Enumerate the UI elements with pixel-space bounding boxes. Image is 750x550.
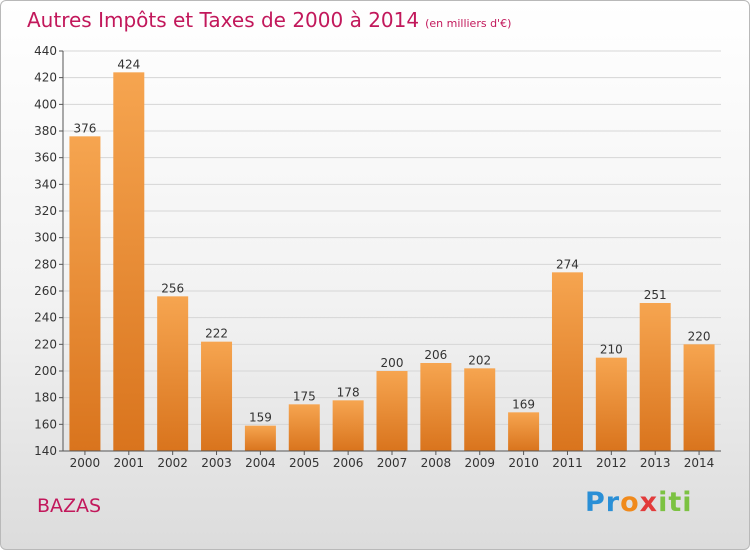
bar-2014 [683, 344, 715, 451]
data-label-2002: 256 [161, 281, 184, 295]
x-tick-label: 2014 [684, 456, 715, 470]
bar-2010 [508, 412, 540, 451]
bar-2004 [244, 425, 276, 451]
x-tick-label: 2004 [245, 456, 276, 470]
y-tick-label: 420 [34, 71, 57, 85]
y-tick-label: 440 [34, 44, 57, 58]
bar-2001 [113, 72, 145, 451]
x-tick-label: 2006 [333, 456, 364, 470]
bars-layer [69, 72, 715, 452]
data-label-2011: 274 [556, 257, 579, 271]
logo-part-2: o [620, 487, 640, 518]
data-label-2001: 424 [117, 57, 140, 71]
logo-part-4: iti [658, 487, 693, 518]
bar-2011 [551, 272, 583, 451]
labels-layer: 376 424 256 222 159 175 178 200 206 202 169 274 210 2… [73, 57, 710, 424]
x-tick-label: 2012 [596, 456, 627, 470]
bar-2012 [595, 357, 627, 451]
x-tick-label: 2011 [552, 456, 583, 470]
bar-2009 [464, 368, 496, 451]
y-tick-label: 140 [34, 444, 57, 458]
x-tick-label: 2000 [70, 456, 101, 470]
axis-layer: 140 160 180 200 220 240 260 280 300 320 340 360 380 4… [34, 44, 721, 470]
y-tick-label: 320 [34, 204, 57, 218]
x-tick-label: 2001 [114, 456, 145, 470]
data-label-2007: 200 [381, 356, 404, 370]
y-tick-label: 300 [34, 231, 57, 245]
y-tick-label: 360 [34, 151, 57, 165]
data-label-2004: 159 [249, 411, 272, 425]
proxiti-logo[interactable]: Proxiti [585, 487, 693, 518]
y-tick-label: 280 [34, 257, 57, 271]
data-label-2014: 220 [688, 329, 711, 343]
chart-subtitle: (en milliers d'€) [425, 17, 512, 30]
logo-part-3: x [639, 487, 659, 518]
x-tick-label: 2007 [377, 456, 408, 470]
y-tick-label: 260 [34, 284, 57, 298]
y-tick-label: 160 [34, 417, 57, 431]
y-tick-label: 200 [34, 364, 57, 378]
data-label-2005: 175 [293, 389, 316, 403]
data-label-2000: 376 [73, 121, 96, 135]
x-tick-label: 2002 [157, 456, 188, 470]
bar-2002 [157, 296, 189, 451]
bar-2007 [376, 371, 408, 451]
y-tick-label: 380 [34, 124, 57, 138]
y-tick-label: 340 [34, 177, 57, 191]
x-tick-label: 2013 [640, 456, 671, 470]
data-label-2008: 206 [424, 348, 447, 362]
y-tick-label: 240 [34, 311, 57, 325]
chart-title-text: Autres Impôts et Taxes de 2000 à 2014 [27, 8, 420, 32]
data-label-2003: 222 [205, 327, 228, 341]
x-tick-label: 2010 [508, 456, 539, 470]
data-label-2006: 178 [337, 385, 360, 399]
bar-2008 [420, 363, 452, 451]
bar-2006 [332, 400, 364, 451]
x-tick-label: 2008 [421, 456, 452, 470]
data-label-2010: 169 [512, 397, 535, 411]
city-name: BAZAS [37, 495, 102, 517]
x-tick-label: 2009 [464, 456, 495, 470]
bar-2000 [69, 136, 101, 452]
data-label-2012: 210 [600, 343, 623, 357]
bar-2005 [288, 404, 320, 451]
data-label-2009: 202 [468, 353, 491, 367]
bar-2003 [201, 341, 233, 451]
y-tick-label: 400 [34, 97, 57, 111]
logo-part-1: Pr [585, 487, 621, 518]
bar-2013 [639, 303, 671, 451]
chart-title: Autres Impôts et Taxes de 2000 à 2014 (en… [27, 8, 511, 32]
y-tick-label: 220 [34, 337, 57, 351]
y-tick-label: 180 [34, 391, 57, 405]
x-tick-label: 2003 [201, 456, 232, 470]
x-tick-label: 2005 [289, 456, 320, 470]
data-label-2013: 251 [644, 288, 667, 302]
